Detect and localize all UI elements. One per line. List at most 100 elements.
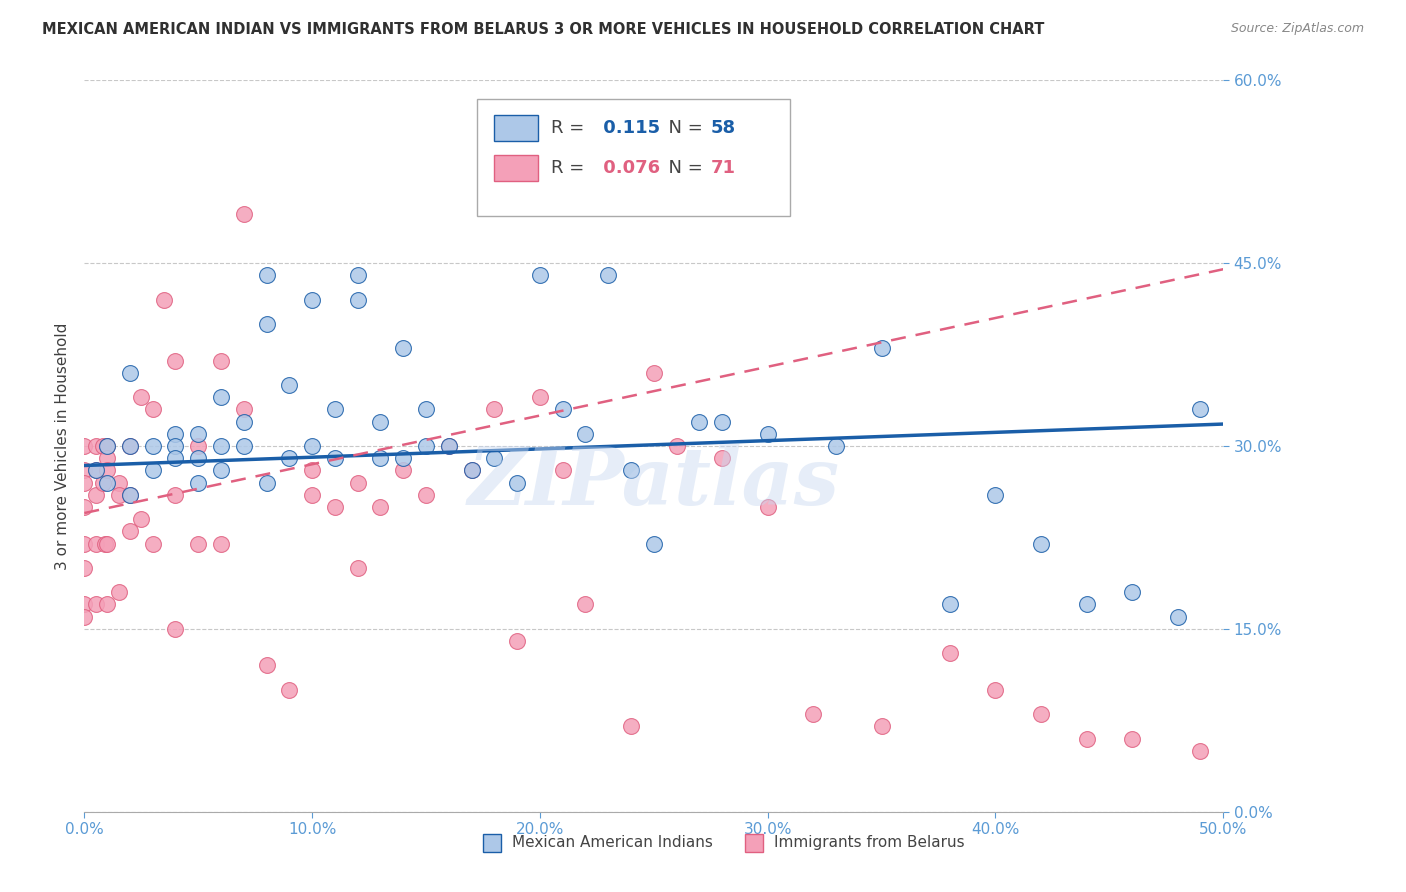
Point <box>688 415 710 429</box>
Point <box>506 475 529 490</box>
Text: N =: N = <box>657 159 709 177</box>
Point <box>107 585 129 599</box>
Point <box>484 402 506 417</box>
Point <box>278 682 301 697</box>
FancyBboxPatch shape <box>477 99 790 216</box>
Point <box>94 536 117 550</box>
Point <box>91 439 114 453</box>
Point <box>870 342 893 356</box>
Point <box>96 463 118 477</box>
Point <box>165 488 187 502</box>
Point <box>392 463 415 477</box>
Point <box>107 475 129 490</box>
Point <box>801 707 824 722</box>
Point <box>643 366 665 380</box>
Point <box>165 451 187 466</box>
Point <box>1189 402 1212 417</box>
Point <box>460 463 482 477</box>
Point <box>73 475 96 490</box>
Point <box>84 439 107 453</box>
Point <box>131 390 153 404</box>
Text: 71: 71 <box>711 159 735 177</box>
Point <box>506 634 529 648</box>
Point <box>323 402 346 417</box>
Point <box>939 598 962 612</box>
Point <box>1029 536 1052 550</box>
Point <box>1121 585 1143 599</box>
Point <box>574 598 596 612</box>
Point <box>118 439 141 453</box>
Text: Source: ZipAtlas.com: Source: ZipAtlas.com <box>1230 22 1364 36</box>
Point <box>96 598 118 612</box>
Point <box>756 500 779 514</box>
Point <box>209 463 232 477</box>
Point <box>142 536 165 550</box>
Point <box>529 390 551 404</box>
Text: ZIPatlas: ZIPatlas <box>468 444 839 521</box>
Point <box>870 719 893 733</box>
Text: Immigrants from Belarus: Immigrants from Belarus <box>775 836 965 850</box>
Point <box>142 402 165 417</box>
Text: R =: R = <box>551 119 591 136</box>
Point <box>187 451 209 466</box>
Point <box>392 451 415 466</box>
Text: 0.115: 0.115 <box>598 119 659 136</box>
Point <box>1076 598 1098 612</box>
Point <box>346 561 368 575</box>
Bar <box>495 155 537 181</box>
Point <box>939 646 962 660</box>
Point <box>460 463 482 477</box>
Point <box>256 268 278 283</box>
Point <box>1121 731 1143 746</box>
Point <box>1189 744 1212 758</box>
Point <box>187 475 209 490</box>
Point <box>209 353 232 368</box>
Point <box>84 463 107 477</box>
Point <box>825 439 848 453</box>
Point <box>370 451 392 466</box>
Text: Mexican American Indians: Mexican American Indians <box>512 836 713 850</box>
Point <box>415 402 437 417</box>
Point <box>620 719 643 733</box>
Point <box>118 366 141 380</box>
Point <box>73 598 96 612</box>
Point <box>551 402 574 417</box>
Point <box>165 622 187 636</box>
Point <box>984 488 1007 502</box>
Point <box>1167 609 1189 624</box>
Point <box>131 512 153 526</box>
Point <box>665 439 688 453</box>
Point <box>346 268 368 283</box>
Point <box>232 402 254 417</box>
Point <box>73 500 96 514</box>
Point <box>437 439 460 453</box>
Point <box>437 439 460 453</box>
Point <box>187 536 209 550</box>
Point <box>96 451 118 466</box>
Point <box>73 463 96 477</box>
Point <box>711 415 734 429</box>
Point <box>73 439 96 453</box>
Point <box>346 293 368 307</box>
Point <box>118 439 141 453</box>
Point <box>209 439 232 453</box>
Point <box>209 536 232 550</box>
Point <box>91 475 114 490</box>
Text: R =: R = <box>551 159 591 177</box>
Point <box>415 488 437 502</box>
Point <box>323 451 346 466</box>
Point <box>232 415 254 429</box>
Point <box>278 378 301 392</box>
Point <box>301 463 323 477</box>
Point <box>118 488 141 502</box>
Point <box>107 488 129 502</box>
Point <box>643 536 665 550</box>
Point <box>346 475 368 490</box>
Point <box>711 451 734 466</box>
Point <box>142 463 165 477</box>
Point <box>232 207 254 221</box>
Point <box>984 682 1007 697</box>
Point <box>392 342 415 356</box>
Point <box>96 475 118 490</box>
Point <box>301 488 323 502</box>
